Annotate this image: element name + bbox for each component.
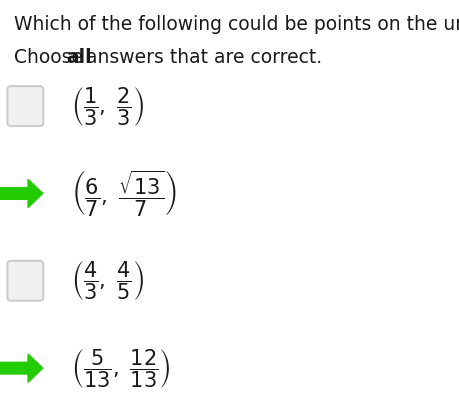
FancyBboxPatch shape xyxy=(7,261,43,301)
Text: all: all xyxy=(67,48,92,67)
Text: $\left(\dfrac{5}{13},\ \dfrac{12}{13}\right)$: $\left(\dfrac{5}{13},\ \dfrac{12}{13}\ri… xyxy=(71,347,171,390)
Polygon shape xyxy=(0,179,43,208)
Text: Choose: Choose xyxy=(14,48,89,67)
Text: $\left(\dfrac{6}{7},\ \dfrac{\sqrt{13}}{7}\right)$: $\left(\dfrac{6}{7},\ \dfrac{\sqrt{13}}{… xyxy=(71,168,177,219)
FancyBboxPatch shape xyxy=(7,86,43,126)
Text: answers that are correct.: answers that are correct. xyxy=(79,48,321,67)
Text: $\left(\dfrac{4}{3},\ \dfrac{4}{5}\right)$: $\left(\dfrac{4}{3},\ \dfrac{4}{5}\right… xyxy=(71,259,144,302)
Text: $\left(\dfrac{1}{3},\ \dfrac{2}{3}\right)$: $\left(\dfrac{1}{3},\ \dfrac{2}{3}\right… xyxy=(71,84,144,128)
Text: Which of the following could be points on the unit circle?: Which of the following could be points o… xyxy=(14,15,459,34)
Polygon shape xyxy=(0,354,43,382)
